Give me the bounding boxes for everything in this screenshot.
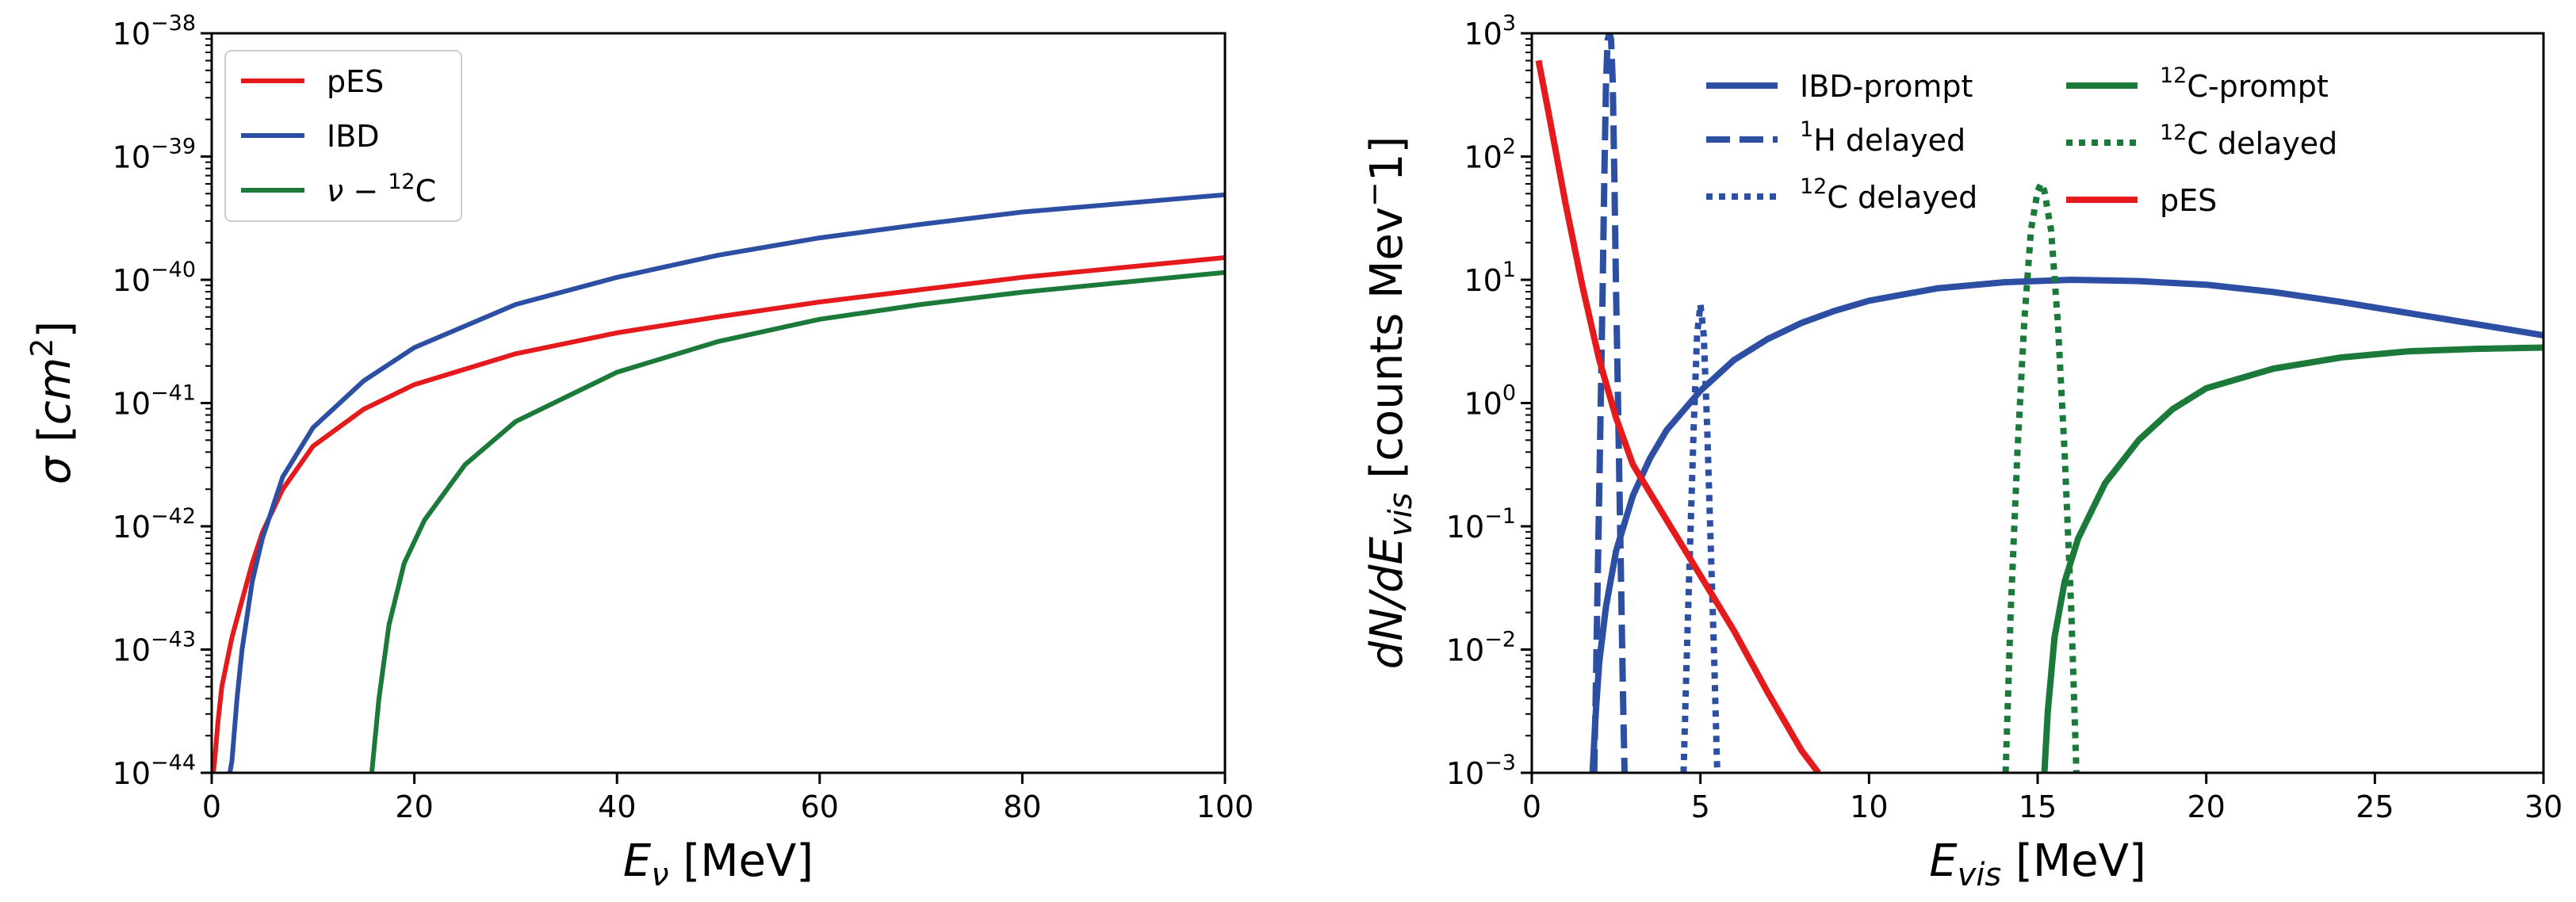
right-series-group [1535,33,2543,773]
left-y-tick-label: 10−41 [113,381,196,422]
left-legend: pES IBD ν − 12C [224,50,462,222]
right-y-tick-label: 100 [1464,381,1516,422]
left-series-group [212,192,1225,773]
right-legend-label: 12C-prompt [2160,63,2329,104]
left-x-tick-label: 60 [801,789,839,824]
right-y-tick-label: 10−1 [1446,504,1516,545]
right-legend-label: 12C delayed [2160,120,2337,161]
left-series-line-1 [228,192,1225,773]
right-x-tick-label: 5 [1691,789,1710,824]
left-y-tick-label: 10−39 [113,135,196,175]
left-legend-label: IBD [327,119,380,154]
left-y-tick-label: 10−40 [113,258,196,298]
left-x-tick-label: 100 [1196,789,1254,824]
left-y-tick-label: 10−38 [113,11,196,52]
left-series-line-0 [212,255,1225,773]
right-y-tick-label: 10−3 [1446,751,1516,791]
left-y-tick-label: 10−43 [113,628,196,668]
right-x-tick-label: 15 [2019,789,2057,824]
left-x-tick-label: 80 [1003,789,1041,824]
left-legend-label: pES [327,64,384,99]
right-series-line-0 [1589,277,2543,773]
right-y-tick-label: 102 [1464,135,1516,175]
right-legend: IBD-prompt 1H delayed 12C delayed 12C-promp… [1706,63,2337,218]
right-x-tick-label: 10 [1850,789,1888,824]
right-x-axis-label: Evis [MeV] [1929,835,2146,893]
right-y-tick-label: 101 [1464,258,1516,298]
right-series-line-3 [2041,344,2543,773]
left-y-axis-label: σ [cm2] [25,321,81,485]
left-y-tick-label: 10−44 [113,751,196,791]
right-series-line-4 [2002,180,2080,773]
left-x-axis-label: Eν [MeV] [623,835,813,893]
left-x-tick-label: 20 [395,789,433,824]
right-x-tick-label: 20 [2187,789,2225,824]
left-legend-box [224,50,462,222]
right-legend-label: pES [2160,183,2217,218]
right-legend-label: IBD-prompt [1800,69,1973,104]
right-series-line-5 [1535,59,1821,773]
right-x-tick-label: 30 [2524,789,2563,824]
right-panel: 0 5 10 15 20 25 30 10−3 10−2 10−1 100 101 102 103 [1446,11,2563,824]
right-legend-label: 1H delayed [1800,117,1965,158]
left-legend-label: ν − 12C [327,170,436,208]
right-series-line-2 [1680,301,1721,773]
left-series-line-2 [369,269,1225,773]
right-axes-frame [1530,32,2545,774]
left-x-tick-label: 0 [202,789,221,824]
left-panel: 0 20 40 60 80 100 10−44 10−43 10−42 10−41 10−40 10−… [113,11,1254,824]
left-x-tick-label: 40 [598,789,636,824]
right-x-tick-label: 25 [2356,789,2394,824]
right-y-tick-label: 10−2 [1446,628,1516,668]
right-y-axis-label: dN/dEvis [counts Mev−1] [1357,136,1419,670]
right-series-line-1 [1590,33,1628,773]
right-y-tick-label: 103 [1464,11,1516,52]
right-legend-label: 12C delayed [1800,174,1977,215]
right-x-tick-label: 0 [1522,789,1541,824]
left-y-tick-label: 10−42 [113,504,196,545]
